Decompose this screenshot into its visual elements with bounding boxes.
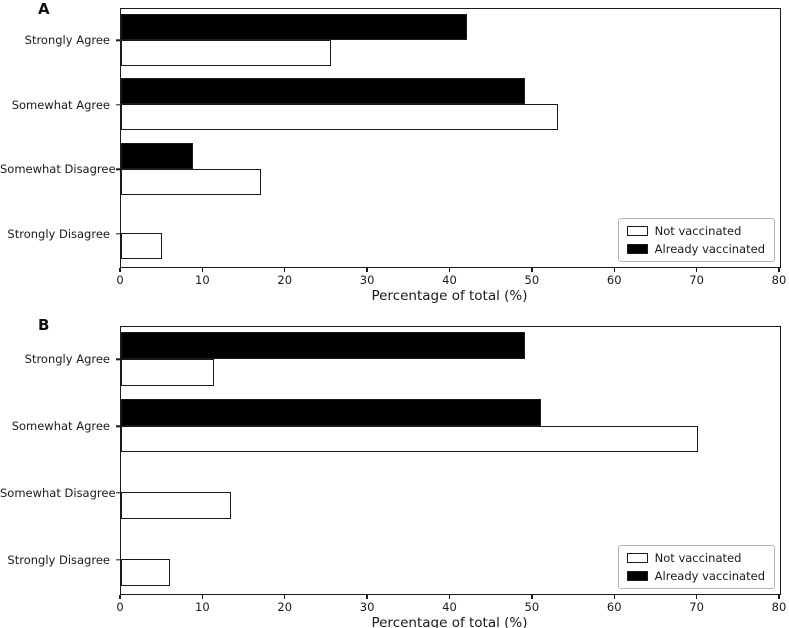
bar-not-vaccinated-somewhat-disagree [121,168,262,195]
legend-label-not-vaccinated: Not vaccinated [654,551,742,565]
legend-label-not-vaccinated: Not vaccinated [654,224,742,238]
y-tick [116,425,120,427]
legend-entry-already-vaccinated: Already vaccinated [626,569,765,583]
x-tick-label-10: 10 [195,272,210,287]
x-axis-label-a: Percentage of total (%) [371,287,528,304]
y-tick [116,39,120,41]
x-tick [201,267,204,272]
bar-already-vaccinated-strongly-agree [121,332,525,359]
x-tick-label-40: 40 [442,599,457,614]
bar-already-vaccinated-somewhat-agree [121,78,525,105]
x-tick-label-0: 0 [116,599,124,614]
panel-b-label: B [38,316,50,334]
x-tick [613,594,615,599]
x-tick [201,594,204,599]
panel-a-label: A [38,0,50,18]
x-tick-label-30: 30 [359,599,375,614]
x-tick [448,594,451,599]
x-tick [695,267,698,272]
y-tick [116,558,120,561]
x-tick-label-50: 50 [524,599,540,614]
category-label-strongly-agree: Strongly Agree [24,352,110,367]
x-tick [531,267,533,272]
x-tick [366,267,368,272]
y-tick [116,358,120,361]
legend-swatch-not-vaccinated [626,226,648,236]
legend-swatch-already-vaccinated [626,244,648,254]
bar-already-vaccinated-strongly-agree [121,13,467,40]
x-tick [613,267,615,272]
x-tick-label-60: 60 [606,272,622,287]
x-tick-label-20: 20 [277,272,293,287]
x-tick-label-20: 20 [277,599,293,614]
x-tick [366,594,368,599]
x-tick-label-60: 60 [606,599,622,614]
category-label-somewhat-disagree: Somewhat Disagree [0,162,116,177]
legend-swatch-already-vaccinated [626,571,648,581]
legend-label-already-vaccinated: Already vaccinated [654,569,765,583]
x-tick [284,267,286,272]
y-tick [116,233,120,235]
bar-not-vaccinated-somewhat-agree [121,104,558,131]
bar-not-vaccinated-somewhat-agree [121,425,698,453]
bar-already-vaccinated-somewhat-disagree [121,142,193,169]
legend-label-already-vaccinated: Already vaccinated [654,242,765,256]
category-label-somewhat-disagree: Somewhat Disagree [0,485,116,500]
legend-entry-not-vaccinated: Not vaccinated [626,551,765,565]
y-tick [116,104,120,106]
bar-not-vaccinated-strongly-disagree [121,559,171,586]
legend: Not vaccinated Already vaccinated [617,545,775,589]
bar-not-vaccinated-strongly-agree [121,358,215,386]
category-label-strongly-disagree: Strongly Disagree [7,552,110,567]
x-tick [695,594,698,599]
plot-area-b: Not vaccinated Already vaccinated [120,326,781,595]
x-tick [531,594,533,599]
legend-swatch-not-vaccinated [626,553,648,563]
x-tick [778,594,780,599]
x-tick [284,594,286,599]
x-tick-label-80: 80 [771,599,787,614]
x-tick [119,267,121,272]
x-tick [448,267,451,272]
legend-entry-not-vaccinated: Not vaccinated [626,224,765,238]
bar-already-vaccinated-somewhat-agree [121,398,542,426]
x-tick-label-30: 30 [359,272,375,287]
x-tick [119,594,121,599]
category-label-strongly-agree: Strongly Agree [24,33,110,48]
legend: Not vaccinated Already vaccinated [617,218,775,262]
x-tick-label-70: 70 [689,599,704,614]
y-tick [116,168,120,170]
bar-not-vaccinated-strongly-agree [121,39,332,66]
bar-not-vaccinated-strongly-disagree [121,233,163,260]
y-tick [116,492,120,494]
legend-entry-already-vaccinated: Already vaccinated [626,242,765,256]
x-tick-label-40: 40 [442,272,457,287]
x-tick-label-70: 70 [689,272,704,287]
category-label-somewhat-agree: Somewhat Agree [11,419,110,434]
x-tick [778,267,780,272]
x-tick-label-80: 80 [771,272,787,287]
x-tick-label-10: 10 [195,599,210,614]
bar-not-vaccinated-somewhat-disagree [121,492,231,520]
panel-a: A Not vaccinated Already vaccinated Perce… [0,0,787,304]
category-label-somewhat-agree: Somewhat Agree [11,97,110,112]
panel-b: B Not vaccinated Already vaccinated Perce… [0,314,789,628]
x-axis-label-b: Percentage of total (%) [371,614,528,628]
category-label-strongly-disagree: Strongly Disagree [7,226,110,241]
x-tick-label-0: 0 [116,272,124,287]
x-tick-label-50: 50 [524,272,540,287]
plot-area-a: Not vaccinated Already vaccinated [120,8,781,268]
